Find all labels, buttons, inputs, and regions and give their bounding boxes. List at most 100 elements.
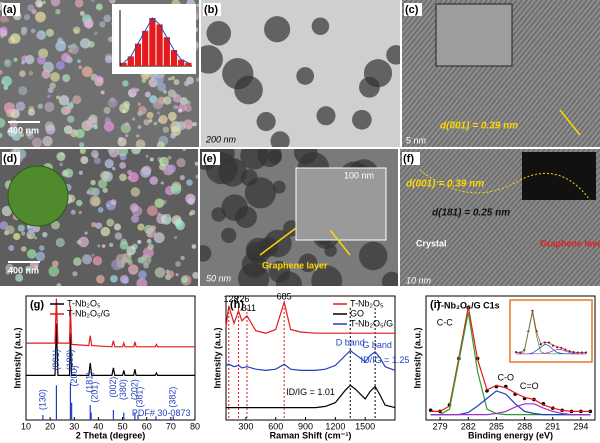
lattice-fringe bbox=[400, 149, 471, 231]
grain bbox=[35, 11, 46, 23]
grain bbox=[122, 80, 129, 87]
grain bbox=[104, 55, 113, 64]
hkl-label: (382) bbox=[168, 387, 178, 408]
grain bbox=[81, 254, 93, 265]
grain bbox=[100, 226, 111, 237]
grain bbox=[170, 183, 182, 195]
grain bbox=[70, 129, 79, 138]
lattice-fringe bbox=[436, 0, 558, 147]
grain bbox=[38, 2, 43, 7]
grain bbox=[131, 149, 141, 155]
panel-label: (h) bbox=[230, 299, 244, 311]
label-box bbox=[404, 3, 422, 16]
annotation: PDF# 30-0873 bbox=[132, 408, 191, 418]
lattice-fringe bbox=[511, 38, 600, 147]
lattice-fringe bbox=[526, 56, 600, 147]
grain bbox=[103, 106, 111, 114]
grain bbox=[264, 16, 291, 43]
image-overlays: (a) 400 nm (b) 200 nm (c) d(001) = 0.39 … bbox=[2, 3, 600, 285]
series-line bbox=[226, 384, 396, 409]
grain bbox=[148, 118, 153, 123]
grain bbox=[192, 121, 197, 127]
grain bbox=[272, 180, 286, 194]
grain bbox=[153, 74, 164, 85]
grain bbox=[51, 260, 59, 268]
bar bbox=[127, 56, 134, 66]
grain bbox=[48, 265, 60, 277]
grain bbox=[182, 149, 186, 152]
grain bbox=[145, 154, 149, 158]
label-box bbox=[2, 3, 20, 16]
lattice-fringe bbox=[461, 0, 583, 147]
arrow bbox=[259, 227, 297, 256]
grain bbox=[78, 210, 82, 214]
annotation: C-O bbox=[498, 372, 515, 382]
series-line bbox=[430, 306, 591, 412]
scale-text: 400 nm bbox=[8, 265, 39, 275]
lattice-fringe bbox=[569, 250, 600, 286]
grain bbox=[103, 14, 112, 23]
grain bbox=[19, 133, 24, 138]
grain bbox=[126, 245, 136, 256]
grain bbox=[72, 26, 81, 35]
grain bbox=[127, 259, 133, 266]
grain bbox=[324, 244, 337, 257]
grain bbox=[180, 255, 185, 261]
grain bbox=[94, 75, 104, 85]
grain bbox=[80, 38, 91, 49]
grain bbox=[128, 172, 139, 183]
label-box bbox=[2, 152, 20, 165]
inset-image bbox=[295, 167, 387, 241]
scale-text: 200 nm bbox=[205, 134, 237, 144]
grain bbox=[124, 122, 130, 127]
lattice-fringe bbox=[416, 0, 538, 147]
hkl-label: (130) bbox=[37, 389, 47, 410]
lattice-fringe bbox=[402, 0, 443, 51]
legend-label: T-Nb₂O₅/G bbox=[350, 318, 393, 328]
grain bbox=[311, 17, 330, 36]
lattice-fringe bbox=[426, 0, 548, 147]
grain bbox=[91, 222, 97, 228]
grain bbox=[138, 106, 147, 115]
x-tick-label: 900 bbox=[298, 421, 313, 431]
grain bbox=[72, 95, 82, 105]
grain bbox=[1, 75, 12, 87]
grain bbox=[165, 269, 170, 274]
grain bbox=[192, 271, 198, 279]
grain bbox=[93, 157, 101, 165]
fit-line bbox=[123, 17, 189, 64]
grain bbox=[64, 106, 72, 114]
grain bbox=[42, 0, 46, 5]
lattice-fringe bbox=[402, 0, 438, 45]
grain bbox=[157, 118, 162, 123]
grain bbox=[21, 55, 29, 63]
grain bbox=[177, 108, 183, 113]
grain bbox=[128, 264, 139, 275]
grain bbox=[13, 57, 18, 62]
grain bbox=[50, 0, 61, 7]
grain bbox=[38, 48, 49, 59]
grain bbox=[179, 175, 185, 181]
grain bbox=[10, 33, 21, 44]
grain bbox=[99, 21, 106, 28]
x-axis-label: Binding energy (eV) bbox=[468, 430, 553, 440]
grain bbox=[122, 277, 129, 284]
grain bbox=[156, 111, 161, 115]
grain bbox=[363, 59, 393, 88]
grain bbox=[172, 94, 182, 103]
lattice-fringe bbox=[509, 182, 600, 286]
grain bbox=[112, 166, 116, 171]
x-tick-label: 285 bbox=[489, 421, 504, 431]
y-axis-label: Intensity (a.u.) bbox=[12, 327, 22, 388]
grain bbox=[49, 82, 56, 89]
grain bbox=[21, 231, 26, 236]
grain bbox=[93, 153, 98, 159]
lattice-fringe bbox=[402, 0, 433, 38]
grain bbox=[56, 95, 60, 100]
lattice-fringe bbox=[521, 50, 600, 147]
grain bbox=[19, 70, 26, 77]
grain bbox=[111, 259, 122, 271]
grain bbox=[149, 157, 154, 162]
grain bbox=[311, 265, 343, 286]
bar bbox=[149, 18, 156, 66]
